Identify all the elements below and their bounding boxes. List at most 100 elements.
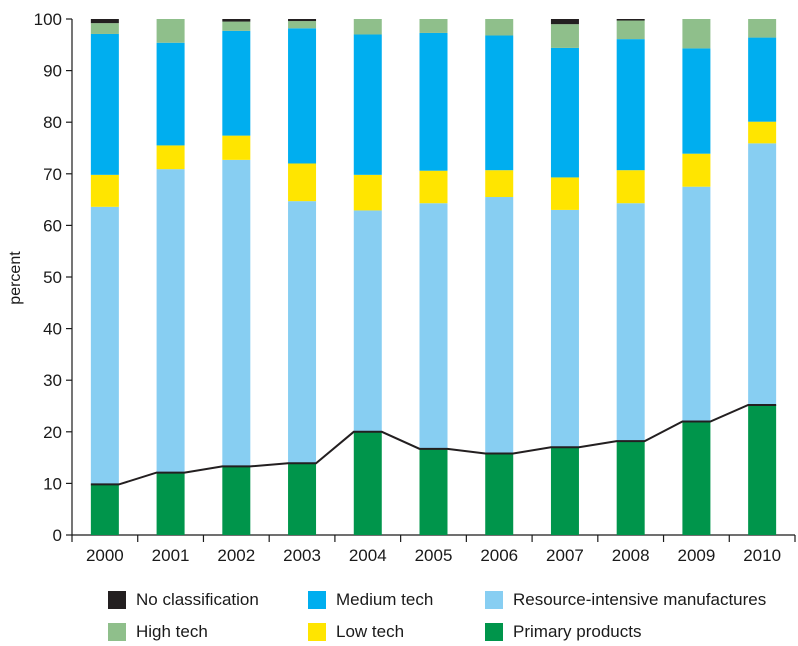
y-tick-label: 20 <box>43 423 62 442</box>
bar-segment-primary-products <box>485 453 514 535</box>
bar-segment-high-tech <box>616 20 645 40</box>
bar-segment-medium-tech <box>222 30 251 136</box>
bar-segment-low-tech <box>550 177 579 210</box>
legend-label: High tech <box>136 622 208 641</box>
bar-segment-primary-products <box>682 421 711 535</box>
bar-segment-resource-intensive-manufactures <box>288 201 317 464</box>
bar-segment-no-classification <box>288 19 317 22</box>
bar-segment-primary-products <box>222 466 251 535</box>
x-tick-label: 2008 <box>612 546 650 565</box>
x-tick-label: 2002 <box>217 546 255 565</box>
x-tick-label: 2009 <box>677 546 715 565</box>
bar-segment-high-tech <box>485 19 514 36</box>
bar-segment-resource-intensive-manufactures <box>90 206 119 485</box>
bar-segment-primary-products <box>748 404 777 535</box>
bar-segment-medium-tech <box>485 35 514 171</box>
bar-segment-primary-products <box>288 463 317 535</box>
legend-item-medium-tech: Medium tech <box>308 590 433 610</box>
bars <box>90 19 777 535</box>
legend-swatch-medium-tech <box>308 591 326 609</box>
bar-segment-low-tech <box>616 170 645 204</box>
bar-segment-no-classification <box>90 19 119 24</box>
bar-segment-high-tech <box>682 19 711 49</box>
x-tick-label: 2000 <box>86 546 124 565</box>
primary-products-line <box>90 403 777 486</box>
bar-segment-no-classification <box>616 19 645 21</box>
x-tick-label: 2010 <box>743 546 781 565</box>
bar-segment-medium-tech <box>90 33 119 175</box>
bar-segment-resource-intensive-manufactures <box>682 186 711 422</box>
bar-segment-low-tech <box>353 174 382 211</box>
legend-swatch-no-classification <box>108 591 126 609</box>
bar-segment-medium-tech <box>550 47 579 178</box>
y-tick-label: 10 <box>43 474 62 493</box>
bar-segment-primary-products <box>353 431 382 535</box>
bar-segment-high-tech <box>419 19 448 33</box>
x-tick-label: 2005 <box>415 546 453 565</box>
legend-item-resource-intensive: Resource-intensive manufactures <box>485 590 766 610</box>
y-tick-label: 50 <box>43 268 62 287</box>
bar-segment-medium-tech <box>748 37 777 122</box>
bar-segment-primary-products <box>90 484 119 535</box>
legend-item-no-classification: No classification <box>108 590 259 610</box>
bar-segment-high-tech <box>90 23 119 34</box>
legend: No classification Medium tech Resource-i… <box>108 588 798 646</box>
bar-segment-medium-tech <box>156 42 185 146</box>
legend-item-primary-products: Primary products <box>485 622 641 642</box>
legend-label: No classification <box>136 590 259 609</box>
y-tick-label: 40 <box>43 320 62 339</box>
legend-swatch-high-tech <box>108 623 126 641</box>
bar-segment-low-tech <box>682 153 711 187</box>
bar-segment-high-tech <box>748 19 777 38</box>
bar-segment-high-tech <box>156 19 185 43</box>
axes <box>66 18 796 542</box>
y-tick-label: 0 <box>53 526 62 545</box>
tick-labels: 0 10 20 30 40 50 60 70 80 90 100 2000 2001 2002 2003 20… <box>34 10 781 565</box>
bar-segment-high-tech <box>353 19 382 35</box>
bar-segment-resource-intensive-manufactures <box>616 203 645 442</box>
x-tick-label: 2006 <box>480 546 518 565</box>
bar-segment-low-tech <box>485 170 514 198</box>
legend-swatch-resource-intensive <box>485 591 503 609</box>
bar-segment-low-tech <box>90 174 119 207</box>
legend-label: Low tech <box>336 622 405 641</box>
legend-swatch-primary-products <box>485 623 503 641</box>
bar-segment-low-tech <box>156 145 185 170</box>
y-tick-label: 100 <box>34 10 62 29</box>
bar-segment-high-tech <box>288 21 317 29</box>
bar-segment-resource-intensive-manufactures <box>550 209 579 448</box>
x-tick-label: 2004 <box>349 546 387 565</box>
stacked-bar-chart: 0 10 20 30 40 50 60 70 80 90 100 2000 2001 2002 2003 20… <box>7 10 796 565</box>
bar-segment-resource-intensive-manufactures <box>156 169 185 473</box>
y-tick-label: 80 <box>43 113 62 132</box>
legend-item-high-tech: High tech <box>108 622 208 642</box>
bar-segment-primary-products <box>550 447 579 535</box>
legend-label: Medium tech <box>336 590 434 609</box>
bar-segment-high-tech <box>550 24 579 48</box>
legend-label: Primary products <box>513 622 642 641</box>
x-tick-label: 2007 <box>546 546 584 565</box>
primary-products-trend-line <box>90 403 777 486</box>
bar-segment-primary-products <box>156 472 185 535</box>
bar-segment-resource-intensive-manufactures <box>419 203 448 449</box>
bar-segment-resource-intensive-manufactures <box>748 143 777 405</box>
bar-segment-resource-intensive-manufactures <box>485 197 514 454</box>
bar-segment-medium-tech <box>419 32 448 171</box>
bar-segment-resource-intensive-manufactures <box>353 210 382 432</box>
bar-segment-medium-tech <box>616 39 645 171</box>
bar-segment-resource-intensive-manufactures <box>222 159 251 467</box>
x-tick-label: 2003 <box>283 546 321 565</box>
legend-label: Resource-intensive manufactures <box>513 590 767 609</box>
legend-swatch-low-tech <box>308 623 326 641</box>
bar-segment-medium-tech <box>288 28 317 164</box>
bar-segment-medium-tech <box>682 48 711 154</box>
bar-segment-primary-products <box>419 448 448 535</box>
y-tick-label: 60 <box>43 216 62 235</box>
y-axis-title: percent <box>7 251 24 305</box>
bar-segment-low-tech <box>288 163 317 202</box>
bar-segment-low-tech <box>748 121 777 144</box>
bar-segment-medium-tech <box>353 34 382 175</box>
bar-segment-no-classification <box>550 19 579 25</box>
bar-segment-low-tech <box>222 135 251 160</box>
legend-item-low-tech: Low tech <box>308 622 404 642</box>
